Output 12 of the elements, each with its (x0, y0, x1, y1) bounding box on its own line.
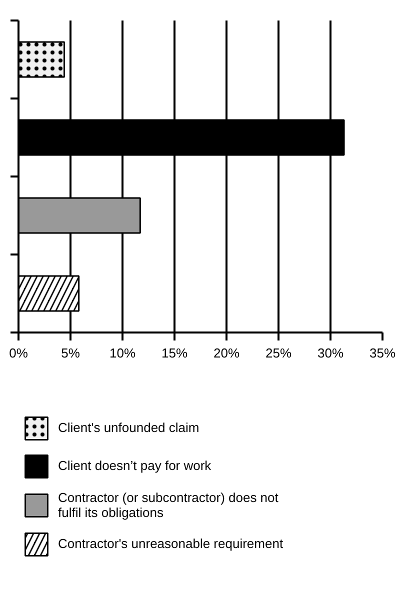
legend-label: Client doesn’t pay for work (58, 457, 212, 475)
x-tick-label: 20% (213, 346, 240, 360)
x-tick-label: 30% (317, 346, 344, 360)
legend-label: Contractor (or subcontractor) does not fulfil its obligations (58, 490, 278, 520)
legend-label: Contractor's unreasonable requirement (58, 535, 284, 553)
x-tick-label: 35% (369, 346, 396, 360)
x-tick-label: 10% (109, 346, 136, 360)
legend-label: Client's unfounded claim (58, 419, 200, 437)
x-tick-label: 5% (61, 346, 80, 360)
x-tick-label: 25% (265, 346, 292, 360)
x-tick-label: 0% (9, 346, 28, 360)
x-tick-label: 15% (161, 346, 188, 360)
